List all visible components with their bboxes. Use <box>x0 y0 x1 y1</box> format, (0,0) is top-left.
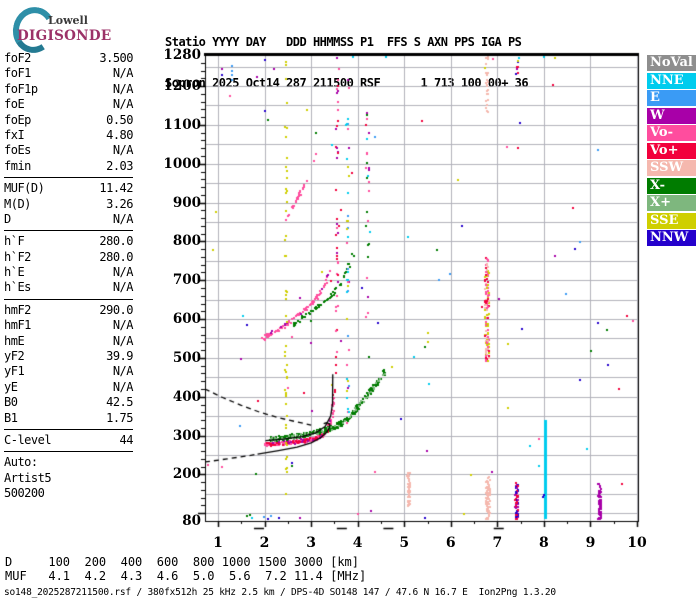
legend-item-x-: X- <box>647 177 696 194</box>
y-tick-label: 1100 <box>163 116 201 133</box>
status-line: so148_2025287211500.rsf / 380fx512h 25 k… <box>4 587 556 598</box>
distance-row: D 100 200 400 600 800 1000 1500 3000 [km… <box>5 555 360 569</box>
y-tick-label: 600 <box>172 311 201 328</box>
legend-item-vo-: Vo- <box>647 125 696 141</box>
legend: NoVal NNE E W Vo- Vo+ SSW X- X+ SSE NNW <box>647 55 696 248</box>
legend-item-vo+: Vo+ <box>647 142 696 159</box>
y-tick-label: 1000 <box>163 155 201 172</box>
y-tick-label: 1280 <box>163 47 201 63</box>
x-tick-label: 3 <box>306 535 316 551</box>
y-tick-label: 1200 <box>163 78 201 95</box>
x-tick-label: 2 <box>259 535 270 551</box>
muf-row: MUF 4.1 4.2 4.3 4.6 5.0 5.6 7.2 11.4 [MH… <box>5 569 367 583</box>
legend-item-sse: SSE <box>647 212 696 229</box>
y-tick-label: 200 <box>172 466 201 483</box>
x-tick-label: 9 <box>585 535 596 551</box>
legend-item-w: W <box>647 107 696 124</box>
y-tick-label: 300 <box>172 427 201 444</box>
x-tick-label: 8 <box>539 535 549 551</box>
x-tick-label: 5 <box>399 535 410 551</box>
y-tick-label: 400 <box>172 388 201 405</box>
x-tick-label: 7 <box>492 535 503 551</box>
y-tick-label: 500 <box>172 349 201 366</box>
legend-item-nne: NNE <box>647 72 696 89</box>
x-tick-label: 6 <box>445 535 456 551</box>
y-tick-label: 80 <box>182 513 201 529</box>
y-tick-label: 800 <box>172 233 201 250</box>
legend-item-noval: NoVal <box>647 55 696 71</box>
legend-item-nnw: NNW <box>647 230 696 246</box>
x-tick-label: 4 <box>352 535 363 551</box>
legend-item-ssw: SSW <box>647 160 696 176</box>
y-tick-label: 900 <box>172 194 201 211</box>
y-tick-label: 700 <box>172 272 201 289</box>
legend-item-x+: X+ <box>647 195 696 211</box>
legend-item-e: E <box>647 90 696 106</box>
x-tick-label: 10 <box>627 535 647 551</box>
x-tick-label: 1 <box>213 535 223 551</box>
